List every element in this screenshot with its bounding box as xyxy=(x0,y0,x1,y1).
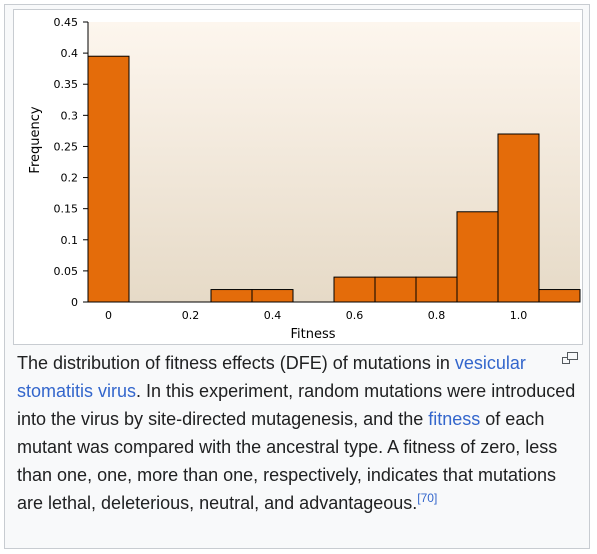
x-tick-label: 0 xyxy=(105,309,112,322)
caption-text: . In this experiment, random mutations w… xyxy=(17,381,576,429)
y-tick-label: 0.15 xyxy=(54,203,79,216)
y-tick-label: 0.2 xyxy=(61,172,79,185)
x-tick-label: 1.0 xyxy=(510,309,528,322)
link-fitness[interactable]: fitness xyxy=(428,409,481,429)
histogram-bar xyxy=(538,289,581,303)
x-tick-label: 0.8 xyxy=(428,309,446,322)
histogram-bar xyxy=(456,211,499,303)
figure-caption: The distribution of fitness effects (DFE… xyxy=(17,349,577,517)
enlarge-icon[interactable] xyxy=(562,352,578,364)
histogram-bar xyxy=(374,276,417,303)
histogram-bar xyxy=(210,289,253,303)
x-tick-label: 0.2 xyxy=(182,309,200,322)
histogram-bar xyxy=(333,276,376,303)
x-tick-label: 0.6 xyxy=(346,309,364,322)
caption-text: of each mutant was compared with the anc… xyxy=(17,409,558,513)
y-axis-label: Frequency xyxy=(28,106,43,173)
histogram-chart: 0 0.05 0.1 0.15 0.2 0.25 0.3 0.35 0.4 0.45 0 0.2 0.… xyxy=(28,16,581,342)
x-axis-label: Fitness xyxy=(290,327,335,342)
y-tick-label: 0.35 xyxy=(54,78,79,91)
y-tick-label: 0.4 xyxy=(61,47,79,60)
histogram-bar xyxy=(497,133,540,303)
thumbnail-frame: 0 0.05 0.1 0.15 0.2 0.25 0.3 0.35 0.4 0.45 0 0.2 0.… xyxy=(4,4,590,549)
caption-text: The distribution of fitness effects (DFE… xyxy=(17,353,450,373)
histogram-bar xyxy=(251,289,294,303)
x-tick-label: 0.4 xyxy=(264,309,282,322)
histogram-bar xyxy=(415,276,458,303)
reference-link[interactable]: [70] xyxy=(417,491,438,505)
y-tick-label: 0 xyxy=(71,296,78,309)
y-tick-label: 0.3 xyxy=(61,109,79,122)
chart-image[interactable]: 0 0.05 0.1 0.15 0.2 0.25 0.3 0.35 0.4 0.45 0 0.2 0.… xyxy=(13,9,583,345)
y-tick-label: 0.25 xyxy=(54,140,79,153)
y-tick-label: 0.45 xyxy=(54,16,79,29)
link-vesicular-stomatitis-virus[interactable]: vesicular stomatitis virus xyxy=(17,353,526,401)
y-tick-label: 0.05 xyxy=(54,265,79,278)
histogram-bar xyxy=(87,55,130,303)
y-tick-label: 0.1 xyxy=(61,234,79,247)
